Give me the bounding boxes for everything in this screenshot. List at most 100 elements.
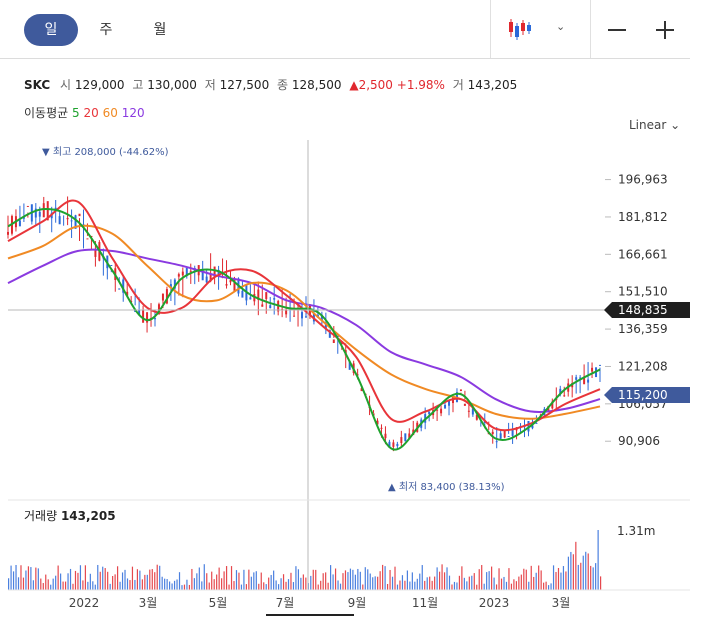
volume-bar [129,580,131,590]
crosshair-price-value: 148,835 [618,303,668,317]
candle-body [138,310,141,316]
volume-bar [461,566,463,590]
candle-body [416,422,419,432]
period-tab-week[interactable]: 주 [99,22,113,38]
volume-bar [131,566,134,590]
volume-bar [102,566,104,590]
volume-bar [555,571,557,590]
volume-bar [265,584,267,590]
volume-bar [325,572,327,590]
volume-bar [498,568,500,590]
volume-bar [263,582,265,590]
candle-body [114,268,117,281]
volume-bar [344,570,347,590]
candle-body [181,271,184,276]
volume-bar [40,578,42,590]
volume-bar [468,576,470,590]
candle-body [217,269,220,274]
volume-bar [488,571,490,590]
volume-bar [416,578,418,590]
volume-bar [82,580,84,590]
candlestick-icon[interactable] [507,17,535,41]
volume-bar [399,580,401,590]
volume-bar [463,577,465,590]
candle-body [245,285,248,301]
volume-bar [126,578,129,590]
volume-bar [466,581,468,590]
period-tab-day[interactable]: 일 [24,14,78,46]
candle-body [173,279,176,289]
volume-bar [186,579,188,590]
volume-bar [211,571,213,590]
y-tick-label: 106,057 [618,397,668,411]
candle-body [289,308,292,310]
volume-bar [453,581,456,590]
candle-body [10,216,13,234]
ma-5-label: 5 [72,106,80,120]
volume-bar [159,565,161,590]
volume-bar [45,574,47,590]
candle-body [503,430,506,438]
volume-bar [491,566,493,590]
volume-bar [20,565,22,590]
candle-body [316,314,319,318]
volume-bar [203,564,205,590]
volume-bar [201,581,203,590]
high-label: 고 [132,78,144,92]
open-value: 129,000 [74,78,125,92]
candle-body [412,429,415,436]
volume-bar [161,576,163,590]
ma-120-label: 120 [121,106,145,120]
candle-body [90,235,93,238]
volume-bar [434,576,436,590]
scale-label: Linear [629,118,667,132]
last-price-value: 115,200 [618,388,668,402]
candle-body [436,409,439,411]
toolbar-divider [590,0,591,58]
candle-body [297,302,300,306]
zoom-out-button[interactable] [608,29,626,31]
candle-body [511,429,514,436]
volume-bar [547,585,550,590]
volume-bar [208,582,210,590]
volume-bar [580,562,582,590]
volume-bar [543,582,545,590]
volume-bar [240,584,243,590]
volume-bar [533,576,535,590]
volume-bar [149,569,151,590]
close-label: 종 [277,78,289,92]
scale-selector[interactable]: Linear ⌄ [629,118,680,132]
time-scroll-handle[interactable] [266,614,354,616]
candle-body [459,389,462,392]
volume-bar [50,584,52,590]
volume-bar [374,576,376,590]
chart-type-chevron-down-icon[interactable]: ⌄ [556,20,566,33]
volume-bar [235,570,238,590]
volume-bar [382,564,384,590]
volume-bar [451,584,453,590]
volume-bar [134,579,136,590]
candle-body [237,278,240,294]
volume-bar [600,576,602,590]
candle-body [269,305,272,309]
volume-bar [476,584,478,590]
volume-bar [218,567,220,590]
volume-bar [87,581,89,590]
candle-body [495,441,498,443]
volume-bar [369,573,371,590]
candle-body [356,374,359,376]
volume-bar [518,576,520,590]
volume-bar [22,577,25,590]
volume-bar [67,573,69,590]
candle-body [185,267,188,277]
candle-body [595,367,598,378]
period-tab-month[interactable]: 월 [153,22,167,38]
volume-bar [483,583,485,590]
volume-bar [349,568,352,590]
close-value: 128,500 [291,78,342,92]
candle-body [30,204,33,222]
volume-bar [352,569,354,590]
volume-bar [270,574,272,590]
volume-bar [141,579,143,590]
volume-bar [456,582,458,590]
